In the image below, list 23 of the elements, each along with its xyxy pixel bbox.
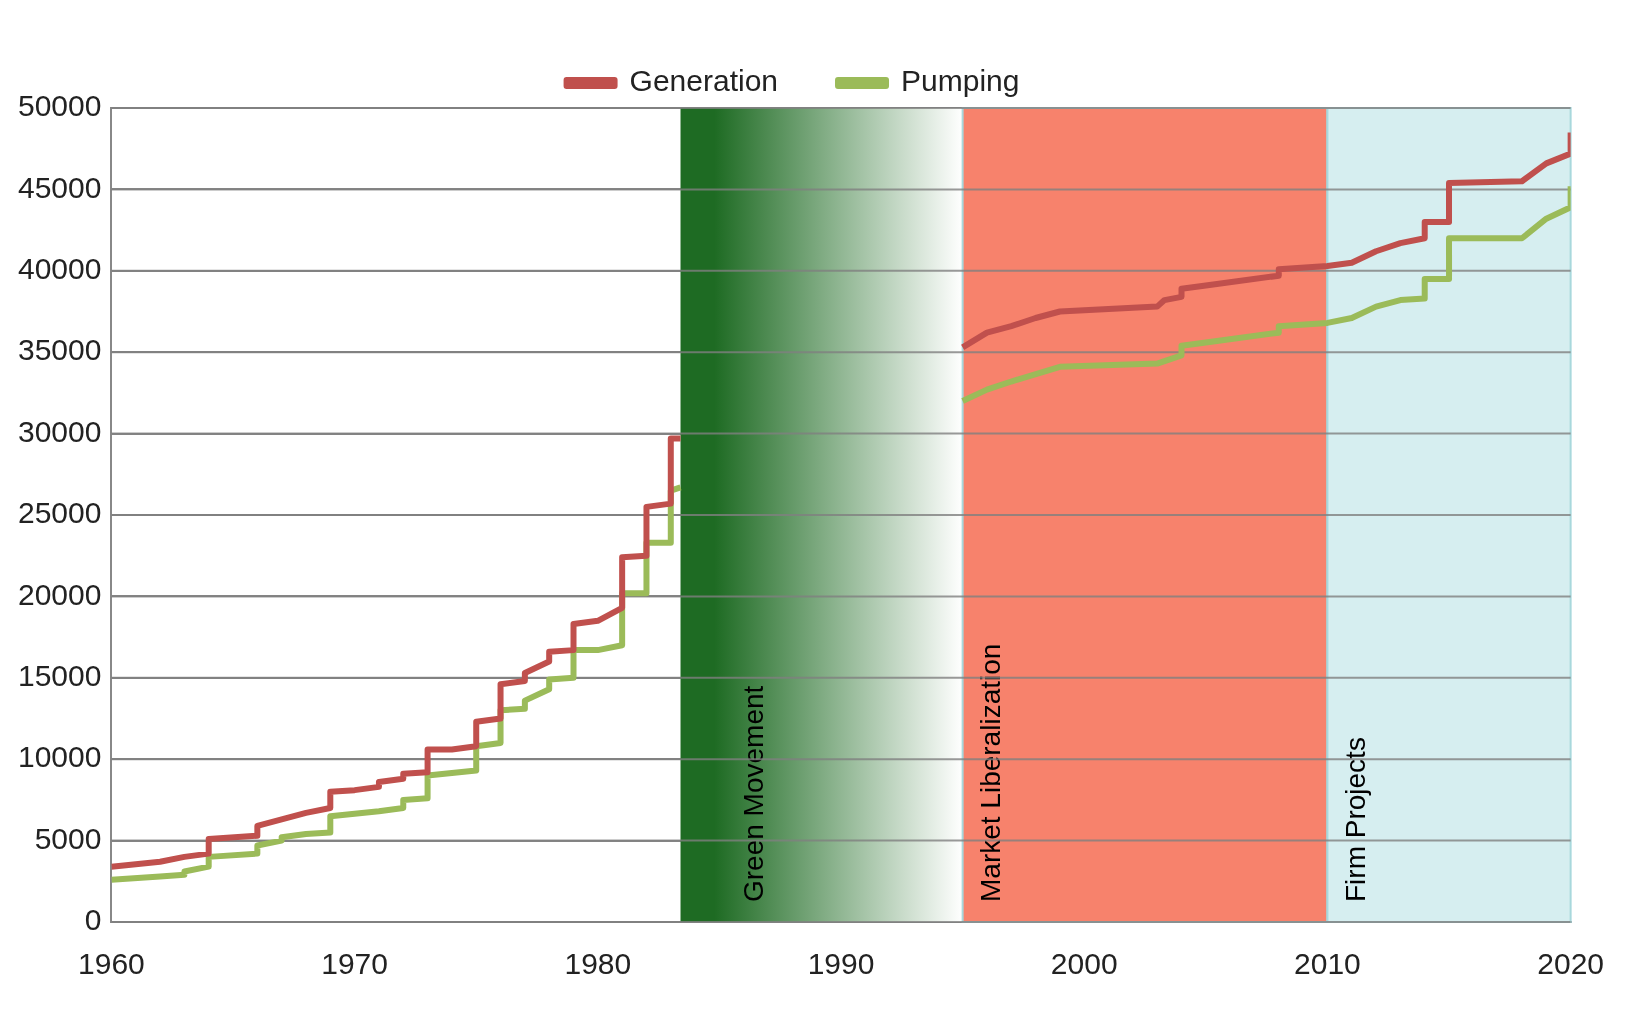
x-tick-label: 1970: [321, 947, 388, 981]
band-label: Market Liberalization: [975, 643, 1007, 902]
legend-label: Pumping: [901, 64, 1020, 98]
y-tick-label: 20000: [17, 577, 102, 611]
x-tick-label: 1990: [807, 947, 875, 981]
x-tick-label: 1960: [78, 947, 145, 981]
y-tick-label: 25000: [17, 496, 102, 530]
x-tick-label: 2010: [1294, 947, 1361, 981]
y-tick-label: 45000: [17, 170, 102, 204]
y-tick-label: 0: [84, 903, 102, 937]
legend-label: Generation: [629, 64, 779, 98]
y-tick-label: 30000: [17, 414, 102, 448]
x-tick-label: 2000: [1050, 947, 1118, 981]
band-label: Firm Projects: [1340, 737, 1372, 902]
y-tick-label: 5000: [34, 821, 102, 855]
x-tick-label: 1980: [564, 947, 632, 981]
y-tick-label: 50000: [17, 89, 102, 123]
band-label: Green Movement: [738, 685, 770, 902]
x-tick-label: 2020: [1537, 947, 1605, 981]
y-tick-label: 15000: [17, 659, 102, 693]
y-tick-label: 40000: [17, 252, 102, 286]
y-tick-label: 10000: [17, 740, 102, 774]
y-tick-label: 35000: [17, 333, 102, 367]
